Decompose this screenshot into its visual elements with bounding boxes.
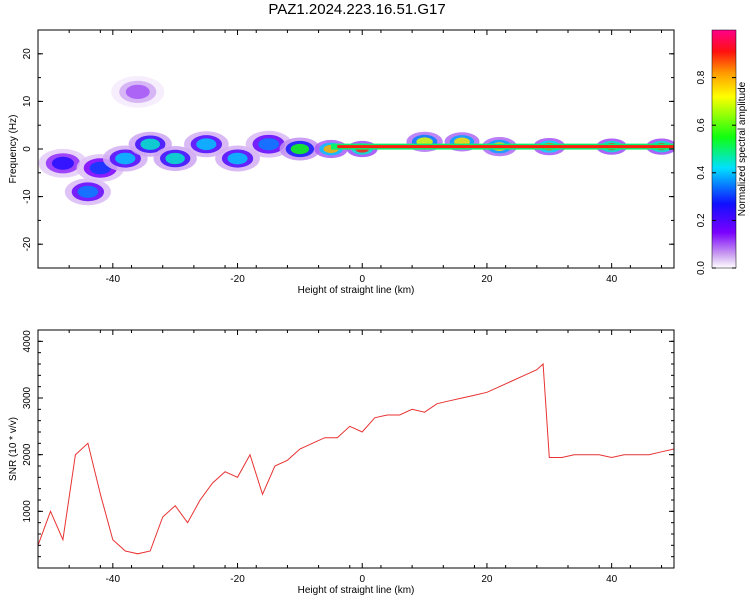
spectrogram-blob (196, 138, 217, 151)
spectrogram-blob (227, 152, 248, 165)
snr-plot: -40 -20 0 20 40 1000 2000 3000 4000 Height of st… (8, 329, 675, 596)
snr-xtick-label: 0 (359, 574, 365, 585)
spectrogram-xtick-label: 0 (359, 274, 365, 285)
snr-ytick-label: 4000 (22, 330, 33, 353)
spectrogram-blob (89, 161, 112, 175)
spectrogram-xtick-label: -20 (230, 274, 245, 285)
snr-ytick-label: 2000 (22, 443, 33, 466)
spectrogram-xtick-label: 40 (606, 274, 618, 285)
spectrogram-blob (77, 185, 99, 198)
spectrogram-blob (140, 138, 161, 150)
spectrogram-xtick-label: -40 (106, 274, 121, 285)
spectrogram-frame (37, 29, 675, 269)
spectrogram-ylabel: Frequency (Hz) (8, 115, 19, 184)
colorbar: 0.0 0.2 0.4 0.6 0.8 Normalized spectral ampl… (696, 29, 748, 275)
snr-ylabel: SNR (10 * v/v) (8, 417, 19, 481)
snr-xtick-label: -40 (106, 574, 121, 585)
spectrogram-blob (165, 152, 185, 165)
spectrogram-blob (51, 156, 74, 170)
spectrogram-ytick-label: 10 (22, 95, 33, 107)
snr-frame (37, 329, 675, 569)
spectrogram-xtick-label: 20 (481, 274, 493, 285)
spectrogram-ytick-label: -20 (22, 237, 33, 252)
spectrogram-blob (125, 84, 150, 100)
colorbar-tick-label: 0.2 (696, 213, 707, 227)
snr-ytick-label: 1000 (22, 500, 33, 523)
spectrogram-ytick-label: -10 (22, 189, 33, 204)
colorbar-tick-label: 0.0 (696, 261, 707, 275)
figure-title: PAZ1.2024.223.16.51.G17 (268, 1, 446, 18)
spectrogram-ytick-label: 20 (22, 48, 33, 60)
spectrogram-blob (258, 138, 280, 151)
spectrogram-blob (290, 143, 310, 155)
snr-xtick-label: 40 (606, 574, 618, 585)
snr-marks (38, 362, 674, 555)
snr-ytick-label: 3000 (22, 386, 33, 409)
colorbar-tick-label: 0.4 (696, 165, 707, 179)
colorbar-tick-label: 0.6 (696, 118, 707, 132)
spectrogram-ytick-label: 0 (22, 146, 33, 152)
colorbar-gradient (711, 29, 737, 269)
snr-xlabel: Height of straight line (km) (298, 585, 415, 596)
spectrogram-plot: -40 -20 0 20 40 -20 -10 0 10 20 Height of straigh… (8, 29, 675, 296)
snr-xtick-label: 20 (481, 574, 493, 585)
snr-series-line (38, 362, 674, 555)
spectrogram-band-core (337, 145, 674, 149)
snr-plot-area (38, 330, 674, 568)
spectrogram-blob (115, 152, 136, 165)
colorbar-tick-label: 0.8 (696, 70, 707, 84)
colorbar-label: Normalized spectral amplitude (737, 81, 748, 216)
spectrogram-marks (38, 76, 674, 206)
snr-xtick-label: -20 (230, 574, 245, 585)
colorbar-ticks: 0.0 0.2 0.4 0.6 0.8 (696, 70, 736, 275)
spectrogram-xlabel: Height of straight line (km) (298, 285, 415, 296)
